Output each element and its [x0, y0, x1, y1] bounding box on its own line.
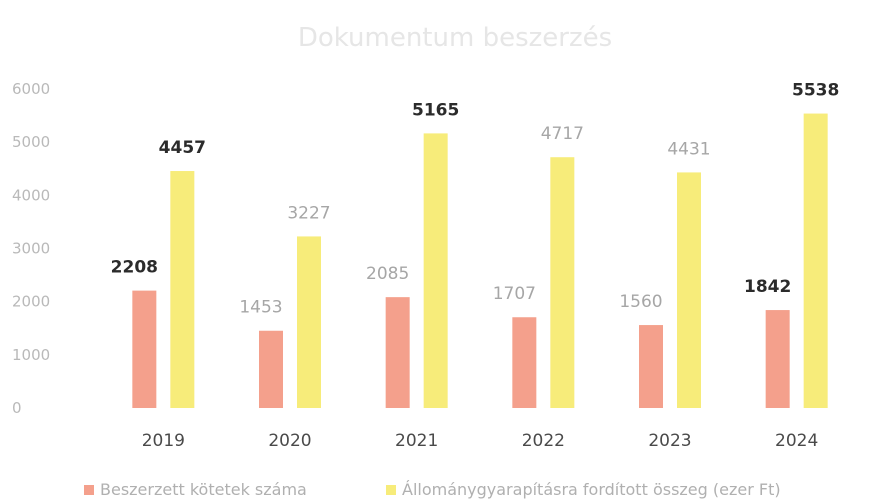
bar-amount-2022: [550, 157, 575, 408]
bar-volumes-2024: [765, 310, 790, 408]
bar-amount-2020: [297, 236, 321, 408]
data-label: 4431: [667, 139, 710, 159]
bar-volumes-2020: [259, 330, 283, 408]
x-tick-label: 2023: [648, 431, 691, 451]
x-tick-label: 2022: [522, 431, 565, 451]
bar-volumes-2019: [132, 290, 157, 408]
data-label: 1842: [744, 277, 791, 297]
y-tick-label: 5000: [12, 133, 50, 151]
bar-amount-2024: [803, 113, 828, 409]
y-tick-label: 2000: [12, 293, 50, 311]
x-axis: 2019 2020 2021 2022 2023 2024: [142, 431, 819, 451]
bar-amount-2023: [677, 172, 701, 408]
y-axis: 0 1000 2000 3000 4000 5000 6000: [12, 80, 50, 417]
bar-volumes-2021: [385, 297, 410, 408]
x-tick-label: 2021: [395, 431, 438, 451]
data-label: 1707: [493, 284, 536, 304]
chart-title: Dokumentum beszerzés: [298, 23, 612, 53]
data-label: 3227: [287, 203, 330, 223]
data-label: 4457: [159, 138, 206, 158]
bar-amount-2019: [170, 171, 195, 408]
data-label: 1453: [239, 298, 282, 318]
legend-label: Állománygyarapításra fordított összeg (e…: [402, 480, 781, 499]
bars: 2208 4457 1453 3227 2085 5165 1707 4717 1560 4431…: [111, 81, 839, 409]
data-label: 2085: [366, 264, 409, 284]
data-label: 1560: [619, 292, 662, 312]
x-tick-label: 2024: [775, 431, 818, 451]
bar-volumes-2023: [639, 325, 663, 408]
legend-swatch: [84, 485, 94, 495]
x-tick-label: 2019: [142, 431, 185, 451]
legend-swatch: [386, 485, 396, 495]
x-tick-label: 2020: [268, 431, 311, 451]
legend: Beszerzett kötetek száma Állománygyarapít…: [84, 480, 781, 499]
y-tick-label: 0: [12, 399, 22, 417]
data-label: 5538: [792, 81, 839, 101]
bar-volumes-2022: [512, 317, 537, 408]
y-tick-label: 1000: [12, 346, 50, 364]
data-label: 2208: [111, 258, 158, 278]
y-tick-label: 3000: [12, 240, 50, 258]
bar-amount-2021: [423, 133, 448, 408]
y-tick-label: 4000: [12, 186, 50, 204]
data-label: 5165: [412, 100, 459, 120]
data-label: 4717: [541, 124, 584, 144]
legend-label: Beszerzett kötetek száma: [100, 480, 307, 499]
y-tick-label: 6000: [12, 80, 50, 98]
